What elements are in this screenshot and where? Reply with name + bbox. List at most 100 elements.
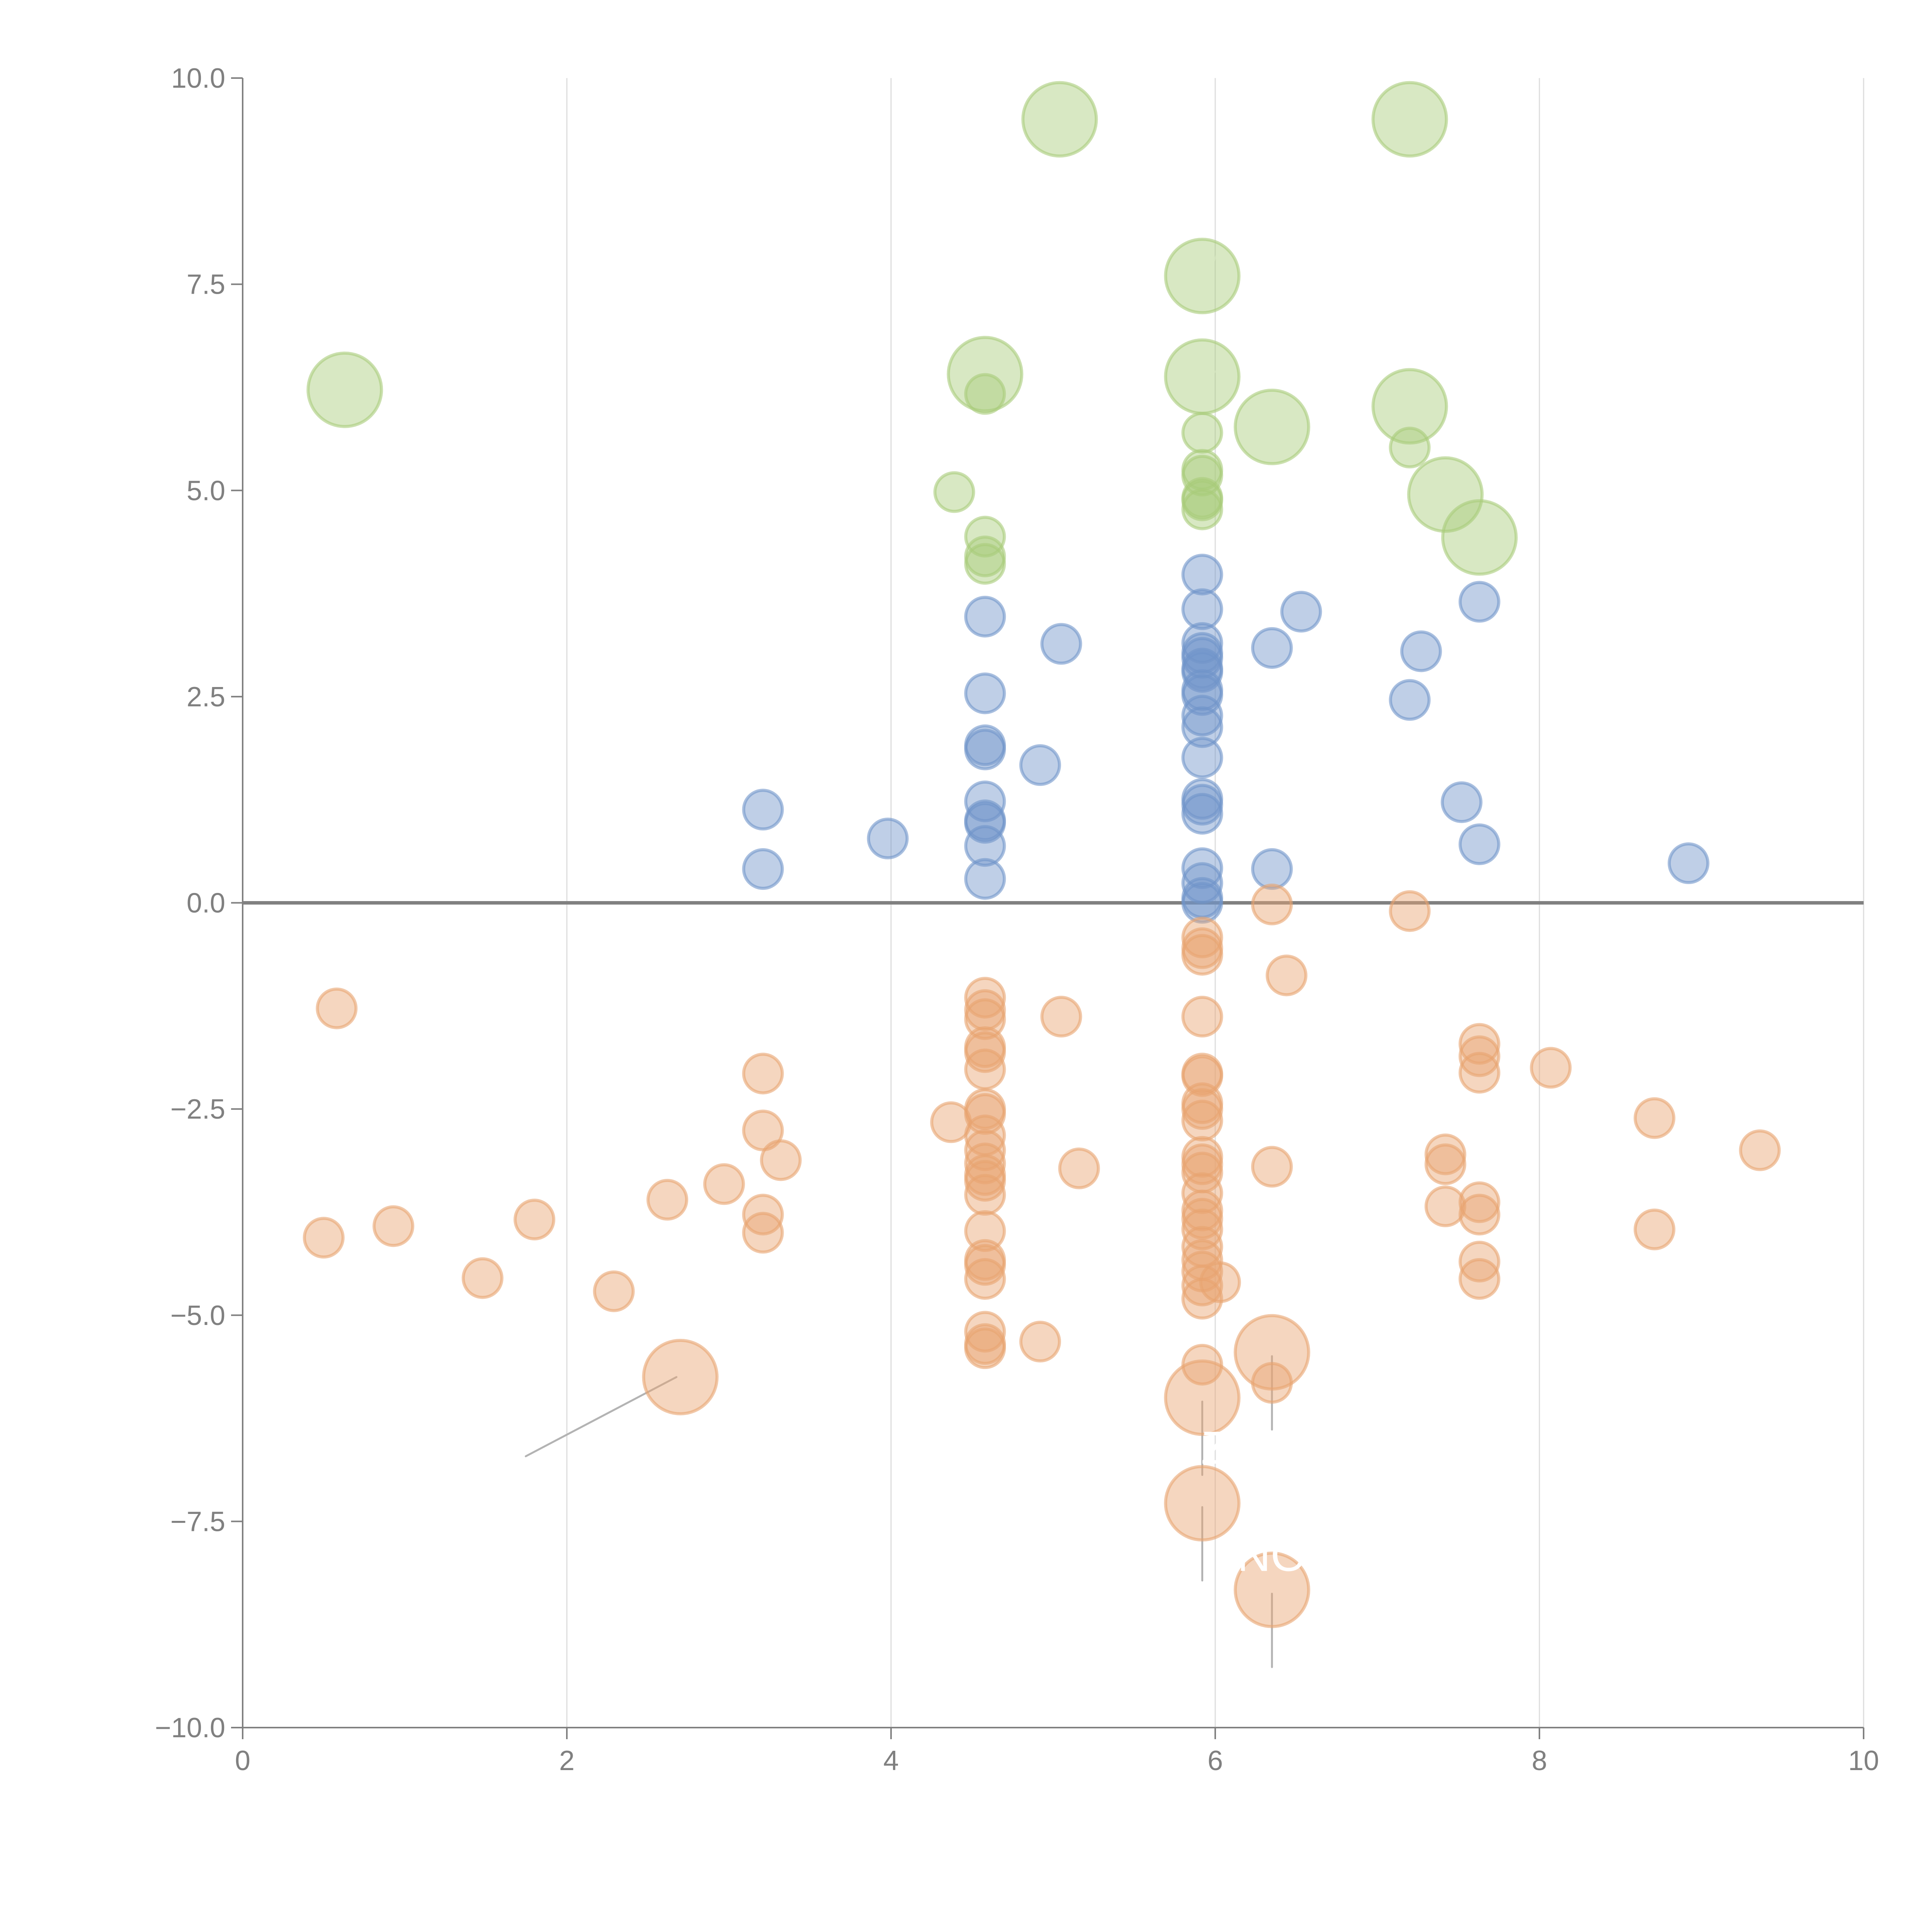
blue-point: [1181, 694, 1223, 736]
y-tick-label: −2.5: [170, 1094, 225, 1125]
blue-point: [1181, 784, 1223, 826]
blue-point: [964, 728, 1006, 770]
orange-point: [964, 976, 1006, 1019]
orange-point: [1233, 1551, 1310, 1628]
orange-point: [646, 1179, 689, 1221]
orange-point: [461, 1257, 503, 1299]
orange-point: [964, 1048, 1006, 1090]
blue-point: [1040, 623, 1082, 665]
y-tick-label: 0.0: [187, 888, 225, 919]
orange-point: [1739, 1129, 1781, 1171]
annotation-leader-line: [1205, 360, 1236, 378]
green-point: [964, 543, 1006, 585]
orange-point: [1181, 917, 1223, 959]
orange-point: [1164, 1465, 1241, 1542]
orange-point: [593, 1270, 635, 1312]
orange-point: [964, 1244, 1006, 1286]
orange-point: [1251, 1146, 1293, 1188]
blue-point: [1181, 847, 1223, 889]
annotation-leader-line: [1205, 246, 1222, 277]
blue-point: [964, 858, 1006, 900]
orange-point: [1181, 1088, 1223, 1130]
x-tick-label: 10: [1848, 1745, 1879, 1776]
orange-point: [1458, 1194, 1500, 1236]
blue-point: [867, 818, 909, 860]
data-points: [303, 81, 1781, 1628]
blue-point: [1251, 627, 1293, 669]
orange-point: [742, 1212, 784, 1254]
annotation-leader-line: [1062, 115, 1097, 121]
blue-point: [1389, 679, 1431, 721]
orange-point: [1233, 1314, 1310, 1391]
orange-point: [1199, 1261, 1241, 1303]
blue-point: [1251, 848, 1293, 890]
y-tick-label: −7.5: [170, 1506, 225, 1537]
orange-point: [1181, 934, 1223, 976]
y-tick-label: 5.0: [187, 475, 225, 506]
x-tick-label: 8: [1532, 1745, 1547, 1776]
y-tick-label: −5.0: [170, 1300, 225, 1331]
orange-point: [642, 1338, 719, 1415]
blue-point: [1458, 823, 1500, 865]
blue-point: [1400, 630, 1442, 672]
y-tick-label: 10.0: [171, 63, 225, 94]
blue-point: [964, 595, 1006, 638]
green-point: [1181, 412, 1223, 454]
orange-point: [1633, 1208, 1675, 1250]
orange-point: [1181, 996, 1223, 1038]
orange-point: [1458, 1181, 1500, 1223]
orange-point: [1181, 1100, 1223, 1142]
blue-point: [1181, 588, 1223, 630]
blue-point: [1019, 744, 1061, 786]
orange-point: [1458, 1258, 1500, 1300]
annotation-label: NO: [1237, 1529, 1307, 1581]
orange-point: [1181, 1208, 1223, 1250]
orange-point: [703, 1163, 745, 1205]
green-point: [1371, 368, 1448, 445]
green-point: [306, 351, 383, 428]
orange-point: [1530, 1047, 1572, 1089]
orange-point: [1251, 883, 1293, 925]
annotation-leader-line: [1242, 426, 1277, 433]
green-point: [1389, 427, 1431, 469]
x-tick-labels: 0 2 4 6 8 10: [235, 1745, 1879, 1776]
annotations: NO Z: [1201, 1422, 1306, 1581]
orange-point: [1040, 996, 1082, 1038]
green-point: [1181, 488, 1223, 531]
x-tick-label: 2: [559, 1745, 575, 1776]
annotation-leader-line: [1412, 118, 1447, 124]
orange-point: [303, 1217, 345, 1259]
blue-point: [964, 825, 1006, 867]
orange-point: [1458, 1023, 1500, 1065]
blue-point: [1181, 882, 1223, 924]
orange-point: [964, 1258, 1006, 1300]
orange-point: [1458, 1052, 1500, 1094]
annotation-leader-line: [1482, 536, 1513, 554]
orange-point: [964, 1327, 1006, 1369]
blue-point: [1440, 781, 1483, 823]
x-tick-label: 0: [235, 1745, 250, 1776]
green-point: [933, 471, 975, 513]
orange-point: [372, 1205, 415, 1247]
orange-point: [964, 1093, 1006, 1135]
y-tick-label: −10.0: [155, 1713, 225, 1743]
blue-point: [964, 672, 1006, 714]
green-point: [1164, 338, 1241, 415]
green-point: [964, 373, 1006, 415]
orange-point: [964, 1031, 1006, 1073]
orange-point: [964, 1210, 1006, 1252]
blue-point: [1181, 793, 1223, 835]
orange-point: [1164, 1359, 1241, 1436]
green-point: [1021, 81, 1098, 158]
x-tick-label: 6: [1208, 1745, 1223, 1776]
orange-point: [1424, 1185, 1466, 1227]
blue-point: [1181, 553, 1223, 595]
annotation-leader-lines: [347, 115, 1513, 1668]
green-point: [1233, 388, 1310, 465]
orange-point: [964, 1311, 1006, 1353]
orange-point: [1424, 1133, 1466, 1175]
green-point: [1371, 81, 1448, 158]
y-tick-label: 2.5: [187, 682, 225, 713]
blue-point: [742, 789, 784, 831]
